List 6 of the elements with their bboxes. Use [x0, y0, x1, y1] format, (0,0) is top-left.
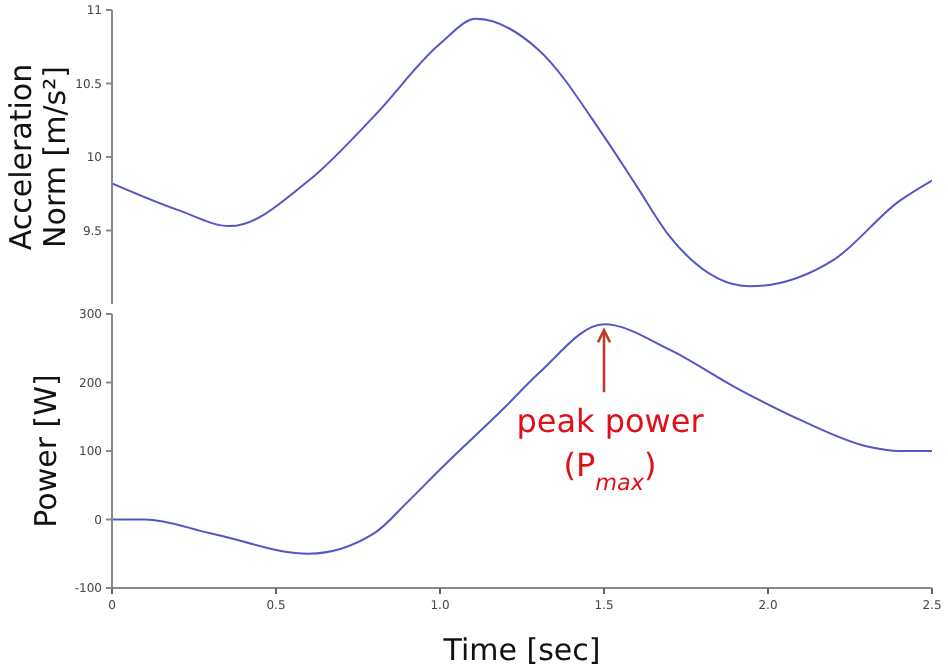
line-series [112, 323, 932, 555]
y-axis-title: Power [W] [28, 374, 64, 528]
x-axis-title: Time [sec] [441, 632, 601, 668]
y-axis-title: Acceleration Norm [m/s²] [3, 63, 73, 251]
line-series [112, 17, 932, 288]
annotation: peak power (P$_{max}$) [516, 402, 705, 496]
